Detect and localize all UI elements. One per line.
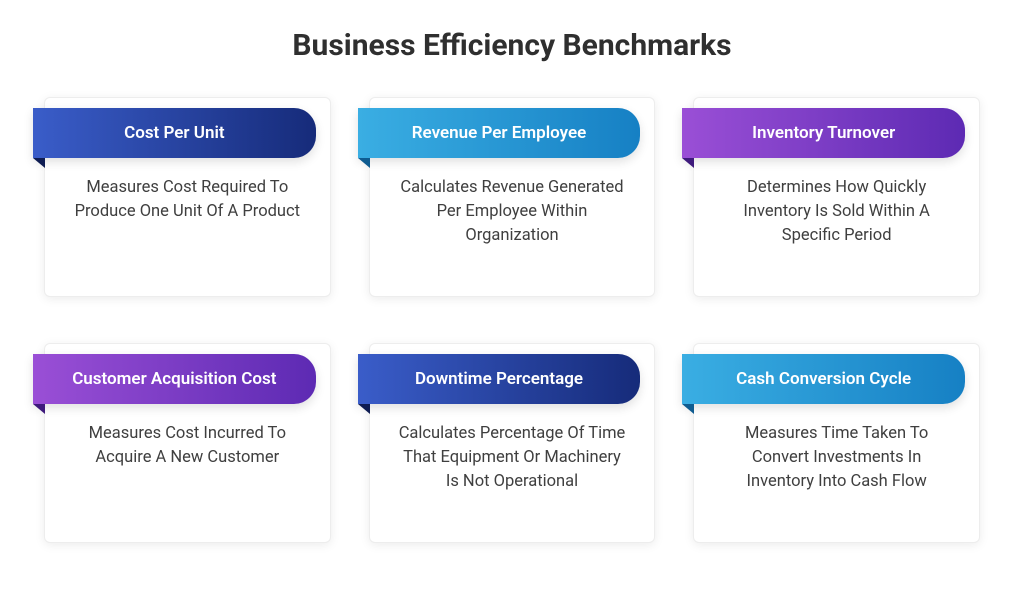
- card-title: Revenue Per Employee: [412, 123, 587, 143]
- metric-card: Cost Per Unit Measures Cost Required To …: [44, 97, 331, 297]
- metric-card: Revenue Per Employee Calculates Revenue …: [369, 97, 656, 297]
- card-title: Downtime Percentage: [415, 369, 583, 389]
- ribbon-fold: [358, 404, 370, 414]
- card-ribbon: Customer Acquisition Cost: [33, 354, 316, 404]
- card-description: Measures Time Taken To Convert Investmen…: [694, 404, 979, 516]
- card-description: Calculates Percentage Of Time That Equip…: [370, 404, 655, 516]
- card-title: Customer Acquisition Cost: [72, 369, 276, 389]
- metric-card: Cash Conversion Cycle Measures Time Take…: [693, 343, 980, 543]
- ribbon-fold: [682, 404, 694, 414]
- card-title: Cash Conversion Cycle: [736, 369, 911, 389]
- page-root: Business Efficiency Benchmarks Cost Per …: [0, 0, 1024, 573]
- card-title: Inventory Turnover: [752, 123, 895, 143]
- card-description: Calculates Revenue Generated Per Employe…: [370, 158, 655, 270]
- card-ribbon: Inventory Turnover: [682, 108, 965, 158]
- card-ribbon: Revenue Per Employee: [358, 108, 641, 158]
- card-ribbon: Downtime Percentage: [358, 354, 641, 404]
- card-description: Measures Cost Incurred To Acquire A New …: [45, 404, 330, 492]
- card-description: Measures Cost Required To Produce One Un…: [45, 158, 330, 246]
- card-ribbon: Cash Conversion Cycle: [682, 354, 965, 404]
- ribbon-fold: [33, 404, 45, 414]
- ribbon-fold: [682, 158, 694, 168]
- metric-card: Inventory Turnover Determines How Quickl…: [693, 97, 980, 297]
- ribbon-fold: [33, 158, 45, 168]
- card-ribbon: Cost Per Unit: [33, 108, 316, 158]
- metric-card: Customer Acquisition Cost Measures Cost …: [44, 343, 331, 543]
- cards-grid: Cost Per Unit Measures Cost Required To …: [40, 97, 984, 543]
- metric-card: Downtime Percentage Calculates Percentag…: [369, 343, 656, 543]
- card-description: Determines How Quickly Inventory Is Sold…: [694, 158, 979, 270]
- card-title: Cost Per Unit: [124, 123, 225, 143]
- page-title: Business Efficiency Benchmarks: [40, 28, 984, 63]
- ribbon-fold: [358, 158, 370, 168]
